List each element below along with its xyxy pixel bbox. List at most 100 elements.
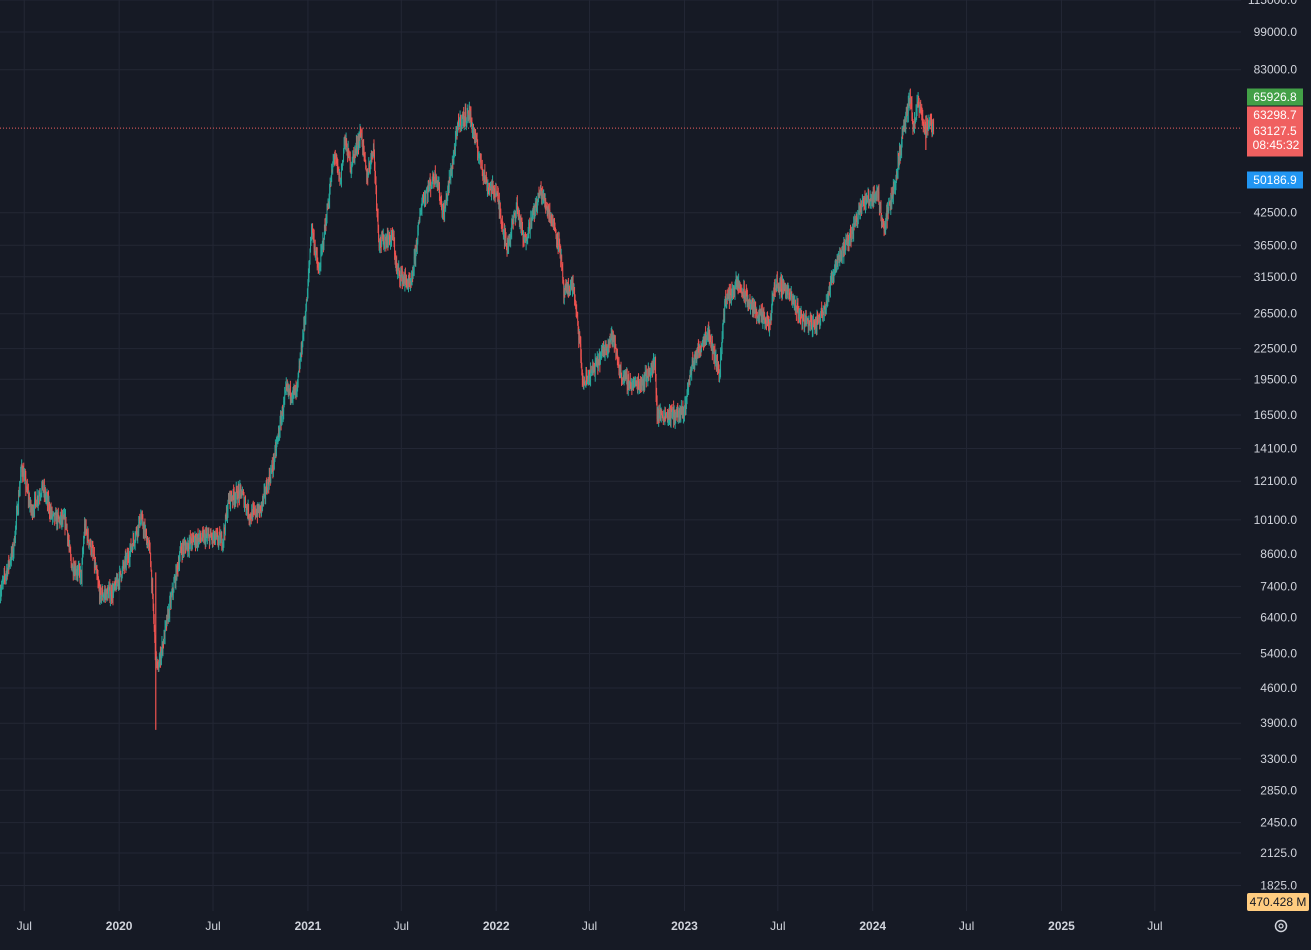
x-tick-label: Jul	[582, 919, 597, 933]
candle-body	[842, 250, 843, 258]
y-tick-label: 19500.0	[1254, 372, 1298, 386]
candle-body	[888, 204, 889, 212]
y-tick-label: 22500.0	[1254, 342, 1298, 356]
candle-body	[341, 170, 342, 179]
y-tick-label: 6400.0	[1260, 610, 1297, 624]
candle-body	[378, 213, 379, 226]
y-tick-label: 99000.0	[1254, 25, 1298, 39]
x-tick-label: Jul	[205, 919, 220, 933]
candle-body	[557, 234, 558, 245]
candle-body	[426, 193, 427, 199]
x-tick-label: Jul	[770, 919, 785, 933]
x-tick-label: 2020	[106, 919, 133, 933]
candle-body	[255, 508, 256, 515]
y-tick-label: 42500.0	[1254, 206, 1298, 220]
candle-body	[494, 189, 495, 194]
candle-body	[662, 416, 663, 418]
candle-body	[506, 237, 507, 243]
candle-body	[394, 244, 395, 255]
y-tick-label: 3900.0	[1260, 716, 1297, 730]
candle-body	[562, 270, 563, 278]
candle-body	[306, 311, 307, 319]
candle-body	[439, 185, 440, 197]
y-tick-label: 26500.0	[1254, 307, 1298, 321]
candles	[0, 89, 934, 730]
candle-body	[374, 153, 375, 163]
candle-body	[300, 359, 301, 368]
candle-body	[426, 191, 427, 193]
y-tick-label: 83000.0	[1254, 63, 1298, 77]
x-tick-label: Jul	[394, 919, 409, 933]
y-tick-label: 115000.0	[1248, 0, 1297, 7]
candle-body	[324, 240, 325, 245]
candle-body	[467, 113, 468, 119]
candle-body	[378, 226, 379, 238]
candle-body	[561, 256, 562, 264]
candle-body	[20, 482, 21, 489]
candle-body	[144, 527, 145, 531]
candle-body	[2, 582, 3, 587]
candle-body	[173, 583, 174, 592]
x-tick-label: 2022	[483, 919, 510, 933]
candle-body	[154, 628, 155, 636]
candle-body	[290, 386, 291, 397]
high-price-badge: 65926.8	[1253, 90, 1297, 104]
moving-average-badge: 50186.9	[1253, 173, 1297, 187]
candle-body	[159, 667, 160, 671]
candle-body	[388, 239, 389, 245]
candle-body	[456, 134, 457, 138]
candle-body	[876, 191, 877, 198]
candle-body	[879, 192, 880, 203]
y-tick-label: 2450.0	[1260, 816, 1297, 830]
x-tick-label: 2021	[295, 919, 322, 933]
candle-body	[120, 571, 121, 575]
x-tick-label: 2023	[671, 919, 698, 933]
grid	[0, 0, 1241, 911]
volume-badge-group: 470.428 M	[1247, 893, 1309, 911]
x-tick-label: Jul	[17, 919, 32, 933]
candle-body	[82, 563, 83, 579]
candle-body	[577, 316, 578, 321]
y-tick-label: 14100.0	[1254, 442, 1298, 456]
candle-body	[71, 557, 72, 564]
candle-body	[881, 206, 882, 214]
y-tick-label: 36500.0	[1254, 238, 1298, 252]
candle-body	[420, 215, 421, 216]
candle-body	[228, 500, 229, 512]
candle-body	[38, 496, 39, 500]
volume-badge: 470.428 M	[1250, 895, 1307, 909]
candle-body	[799, 312, 800, 316]
candle-body	[220, 537, 221, 543]
x-tick-label: 2025	[1048, 919, 1075, 933]
candle-body	[418, 224, 419, 230]
candle-body	[376, 190, 377, 205]
candle-body	[152, 584, 153, 594]
y-tick-label: 5400.0	[1260, 647, 1297, 661]
y-tick-label: 2125.0	[1260, 846, 1297, 860]
y-tick-label: 2850.0	[1260, 783, 1297, 797]
candle-body	[284, 395, 285, 400]
candle-body	[471, 114, 472, 120]
last-price-badge: 63127.5	[1253, 124, 1297, 138]
y-tick-label: 3300.0	[1260, 752, 1297, 766]
y-tick-label: 31500.0	[1254, 270, 1298, 284]
candle-body	[241, 487, 242, 491]
candle-body	[481, 160, 482, 167]
candle-body	[933, 122, 934, 126]
candle-body	[820, 316, 821, 319]
candle-body	[275, 448, 276, 458]
candle-body	[684, 408, 685, 417]
candle-body	[245, 501, 246, 507]
candle-body	[302, 347, 303, 352]
candle-body	[687, 397, 688, 401]
candle-body	[110, 596, 111, 599]
candle-body	[460, 116, 461, 126]
candle-body	[298, 371, 299, 376]
candle-body	[730, 289, 731, 295]
x-tick-label: 2024	[859, 919, 886, 933]
candle-body	[735, 289, 736, 294]
y-tick-label: 16500.0	[1254, 408, 1298, 422]
